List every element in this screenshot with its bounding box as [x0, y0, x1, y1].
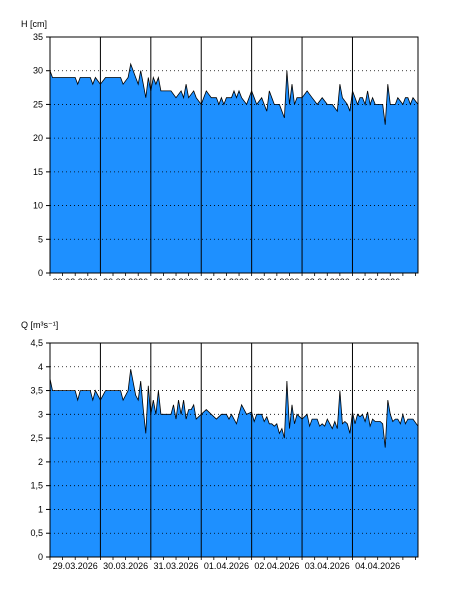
- y-tick-label: 15: [33, 167, 43, 177]
- x-tick-label: 04.04.2026: [355, 561, 400, 571]
- x-tick-label: 29.03.2026: [53, 277, 98, 280]
- y-tick-label: 1: [38, 504, 43, 514]
- y-tick-label: 20: [33, 133, 43, 143]
- y-tick-label: 0: [38, 268, 43, 278]
- y-tick-label: 2: [38, 457, 43, 467]
- y-tick-label: 35: [33, 32, 43, 42]
- x-tick-label: 01.04.2026: [204, 561, 249, 571]
- x-tick-label: 02.04.2026: [254, 277, 299, 280]
- x-tick-label: 01.04.2026: [204, 277, 249, 280]
- y-tick-label: 5: [38, 234, 43, 244]
- discharge-chart: Q [m³s⁻¹] 0 0,5 1 1,5 2 2,5 3 3,5 4 4,5 29.03.2026…: [0, 315, 450, 590]
- y-tick-label: 4,5: [30, 338, 43, 348]
- plot-frame: [49, 342, 419, 558]
- y-tick-label: 30: [33, 66, 43, 76]
- x-tick-label: 31.03.2026: [154, 277, 199, 280]
- x-tick-label: 31.03.2026: [154, 561, 199, 571]
- x-tick-label: 04.04.2026: [355, 277, 400, 280]
- y-tick-label: 3: [38, 409, 43, 419]
- y-tick-label: 0: [38, 552, 43, 562]
- y-tick-label: 3,5: [30, 386, 43, 396]
- x-tick-label: 30.03.2026: [103, 561, 148, 571]
- y-tick-label: 25: [33, 99, 43, 109]
- series-area: [50, 369, 418, 557]
- y-axis-label: Q [m³s⁻¹]: [21, 320, 59, 330]
- water-level-plot: 0 5 10 15 20 25 30 35 29.03.2026 30.03.2026 31.03.…: [33, 32, 419, 280]
- discharge-plot: 0 0,5 1 1,5 2 2,5 3 3,5 4 4,5 29.03.2026 30.03.2026…: [30, 338, 419, 571]
- series-area: [50, 64, 418, 273]
- series-line: [49, 62, 419, 125]
- x-tick-label: 30.03.2026: [103, 277, 148, 280]
- y-tick-label: 2,5: [30, 433, 43, 443]
- plot-frame: [49, 36, 419, 274]
- x-tick-label: 03.04.2026: [305, 561, 350, 571]
- y-tick-label: 4: [38, 362, 43, 372]
- y-tick-label: 10: [33, 201, 43, 211]
- x-tick-label: 02.04.2026: [254, 561, 299, 571]
- series-line: [49, 369, 419, 448]
- x-tick-label: 29.03.2026: [53, 561, 98, 571]
- y-tick-label: 0,5: [30, 528, 43, 538]
- y-tick-label: 1,5: [30, 481, 43, 491]
- y-axis-label: H [cm]: [21, 19, 47, 29]
- water-level-chart: H [cm] 0 5 10 15 20 25 30 35 29.03.2026 30.03.202…: [0, 15, 450, 280]
- x-tick-label: 03.04.2026: [305, 277, 350, 280]
